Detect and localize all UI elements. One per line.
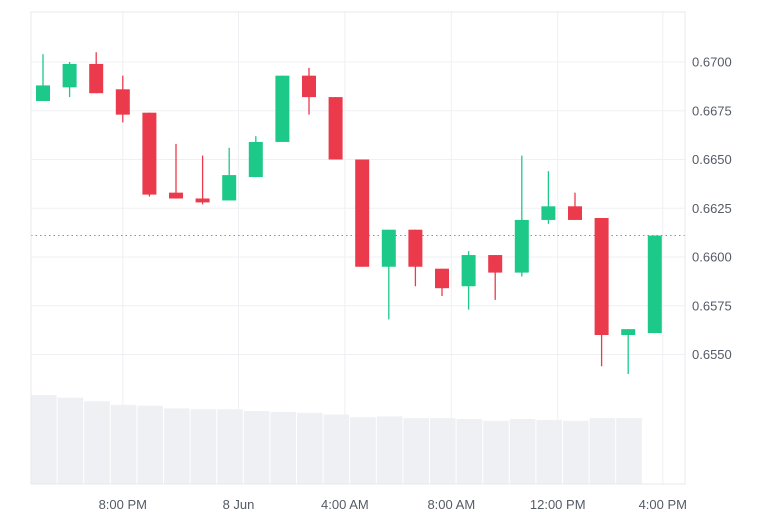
volume-bar (456, 419, 483, 484)
candle-down (568, 206, 582, 220)
candle-down (328, 97, 343, 160)
candle-down (594, 218, 609, 335)
candles (36, 52, 662, 374)
volume-bar (164, 408, 190, 484)
x-tick-label: 8:00 PM (99, 497, 147, 512)
volume-bar (243, 411, 270, 484)
x-tick-label: 4:00 AM (321, 497, 369, 512)
volume-bar (57, 397, 84, 484)
candle-down (355, 159, 370, 267)
volume-bar (563, 420, 589, 484)
volume-bar (350, 417, 376, 484)
x-tick-label: 12:00 PM (530, 497, 586, 512)
volume-bar (509, 419, 536, 484)
y-tick-label: 0.6600 (692, 250, 732, 265)
plot-frame (30, 11, 686, 485)
candle-down (142, 112, 157, 195)
x-axis: 8:00 PM 8 Jun 4:00 AM 8:00 AM 12:00 PM 4:00 P… (99, 497, 687, 512)
volume-bar (31, 395, 57, 484)
volume-bar (137, 405, 163, 484)
y-axis: 0.6700 0.6675 0.6650 0.6625 0.6600 0.6575 0.65… (692, 55, 732, 363)
candle-down (195, 198, 210, 203)
candle-up (514, 219, 529, 273)
volume-bar (616, 418, 642, 484)
candle-down (302, 75, 316, 98)
volume-bar (297, 412, 323, 484)
candle-down (115, 89, 130, 115)
candle-up (248, 141, 263, 178)
candle-up (36, 85, 50, 101)
y-tick-label: 0.6575 (692, 298, 732, 313)
candle-down (435, 268, 449, 289)
x-tick-label: 8 Jun (223, 497, 255, 512)
candle-up (222, 175, 237, 201)
candle-up (461, 255, 476, 287)
volume-bar (430, 418, 456, 484)
candle-down (488, 255, 503, 273)
y-tick-label: 0.6700 (692, 55, 732, 70)
volume-bar (376, 416, 403, 484)
candle-up (541, 206, 556, 220)
y-tick-label: 0.6650 (692, 152, 732, 167)
candle-up (275, 75, 290, 142)
volume-bar (190, 409, 217, 484)
candle-up (62, 63, 77, 88)
candle-down (89, 63, 104, 94)
volume-bar (589, 418, 616, 484)
y-tick-label: 0.6550 (692, 347, 732, 362)
candle-down (169, 192, 183, 199)
y-tick-label: 0.6625 (692, 201, 732, 216)
volume-bar (270, 411, 296, 484)
volume-bars (31, 395, 642, 484)
x-tick-label: 4:00 PM (639, 497, 687, 512)
volume-bar (110, 404, 137, 484)
volume-bar (483, 420, 509, 484)
x-tick-label: 8:00 AM (427, 497, 475, 512)
candle-up (621, 329, 636, 335)
y-tick-label: 0.6675 (692, 103, 732, 118)
volume-bar (536, 419, 562, 484)
volume-bar (403, 418, 429, 484)
volume-bar (217, 409, 243, 484)
candle-up (647, 235, 662, 334)
volume-bar (84, 401, 110, 484)
candle-up (381, 229, 396, 267)
volume-bar (323, 414, 350, 484)
candle-down (408, 229, 423, 267)
plot-border (30, 11, 686, 485)
